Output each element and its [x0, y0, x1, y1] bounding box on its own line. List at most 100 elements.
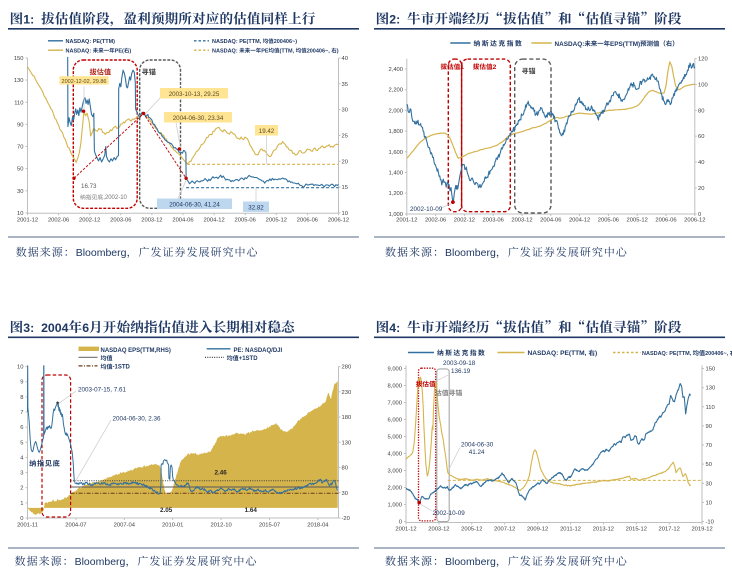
- svg-text:5,000: 5,000: [387, 435, 402, 441]
- svg-text:30: 30: [706, 481, 712, 487]
- svg-text:70: 70: [17, 145, 23, 151]
- svg-text:200406~): 200406~): [274, 39, 298, 45]
- svg-text:2,400: 2,400: [388, 67, 403, 73]
- svg-text:4: 4: [20, 455, 24, 461]
- svg-text:200406~,: 200406~,: [705, 351, 730, 357]
- svg-text:2003-10-13, 29.25: 2003-10-13, 29.25: [169, 91, 220, 98]
- svg-text:2011-12: 2011-12: [560, 527, 581, 533]
- svg-text:2001-12: 2001-12: [395, 527, 416, 533]
- svg-text:0: 0: [698, 212, 701, 218]
- svg-text:2006-06: 2006-06: [655, 218, 676, 224]
- svg-text:200406~,: 200406~,: [307, 48, 332, 54]
- svg-text:1,400: 1,400: [388, 171, 403, 177]
- svg-text:60: 60: [698, 134, 704, 140]
- svg-text:2004-06: 2004-06: [172, 218, 193, 224]
- svg-text:2015-07: 2015-07: [259, 523, 280, 529]
- svg-text:2004-06: 2004-06: [540, 218, 561, 224]
- svg-text:20: 20: [342, 159, 348, 165]
- svg-text:1,000: 1,000: [388, 212, 403, 218]
- svg-text:2004-06-30, 2.36: 2004-06-30, 2.36: [113, 416, 161, 423]
- svg-text:PE(: PE(: [115, 48, 124, 54]
- svg-text:130: 130: [14, 78, 24, 84]
- svg-text:+1STD: +1STD: [239, 356, 259, 362]
- svg-text:120: 120: [698, 57, 708, 63]
- svg-text:Bloomberg: Bloomberg: [445, 247, 496, 259]
- svg-text:10: 10: [342, 211, 348, 217]
- svg-text:4,000: 4,000: [387, 452, 402, 458]
- svg-text:1,600: 1,600: [388, 150, 403, 156]
- svg-text:110: 110: [706, 405, 715, 411]
- svg-text:6,000: 6,000: [387, 418, 402, 424]
- svg-text:136.19: 136.19: [451, 368, 471, 375]
- svg-text:7,000: 7,000: [387, 401, 402, 407]
- svg-text:NASDAQ: PE(TTM,: NASDAQ: PE(TTM,: [528, 350, 589, 357]
- svg-text:5: 5: [20, 440, 23, 446]
- svg-text:10: 10: [17, 211, 23, 217]
- svg-text:180: 180: [342, 415, 352, 421]
- svg-text:PE: NASDAQ/DJI: PE: NASDAQ/DJI: [234, 348, 283, 354]
- svg-text:150: 150: [706, 367, 716, 373]
- svg-text:2005-06: 2005-06: [235, 218, 256, 224]
- svg-text:2017-12: 2017-12: [659, 527, 680, 533]
- svg-text:35: 35: [342, 82, 348, 88]
- svg-text:2001-11: 2001-11: [17, 523, 38, 529]
- svg-text:25: 25: [342, 133, 348, 139]
- svg-text:2:: 2:: [389, 12, 407, 26]
- svg-text:4:: 4:: [389, 321, 407, 335]
- svg-text:1,200: 1,200: [388, 191, 403, 197]
- svg-text:2007-04: 2007-04: [114, 523, 136, 529]
- svg-text:2004-07: 2004-07: [65, 523, 86, 529]
- svg-text:90: 90: [17, 122, 23, 128]
- svg-text:NASDAQ:: NASDAQ:: [212, 48, 239, 54]
- svg-text:NASDAQ EPS(TTM,RHS): NASDAQ EPS(TTM,RHS): [101, 348, 171, 354]
- svg-text:40: 40: [342, 56, 348, 62]
- svg-text:30: 30: [17, 189, 23, 195]
- svg-text:1.64: 1.64: [245, 507, 258, 514]
- svg-text:Bloomberg: Bloomberg: [445, 556, 496, 568]
- svg-text:2004-06-30, 23.34: 2004-06-30, 23.34: [173, 115, 224, 122]
- svg-text:2018-04: 2018-04: [307, 523, 329, 529]
- svg-text:2.46: 2.46: [215, 469, 228, 476]
- svg-text:2003-09-18: 2003-09-18: [443, 360, 476, 367]
- svg-text:NASDAQ: PE(TTM,: NASDAQ: PE(TTM,: [642, 351, 693, 357]
- svg-text:2001-12: 2001-12: [17, 218, 38, 224]
- svg-text:2002-12: 2002-12: [454, 218, 475, 224]
- svg-text:Bloomberg: Bloomberg: [76, 247, 127, 259]
- svg-text:2006-12: 2006-12: [684, 218, 705, 224]
- svg-text:NASDAQ:: NASDAQ:: [555, 41, 585, 48]
- svg-text:Bloomberg: Bloomberg: [75, 556, 126, 568]
- svg-text:110: 110: [14, 100, 23, 106]
- svg-text:2003-12: 2003-12: [511, 218, 532, 224]
- svg-text:): ): [129, 48, 131, 54]
- svg-text:2002-06: 2002-06: [48, 218, 69, 224]
- svg-text:2: 2: [20, 486, 23, 492]
- svg-text:EPS(TTM): EPS(TTM): [610, 41, 640, 48]
- svg-text:2,000: 2,000: [387, 486, 402, 492]
- svg-text:(TTM,: (TTM,: [280, 48, 296, 54]
- svg-text:2010-01: 2010-01: [162, 523, 183, 529]
- svg-text:2.05: 2.05: [160, 507, 173, 514]
- svg-text:NASDAQ: PE(TTM): NASDAQ: PE(TTM): [66, 39, 116, 45]
- svg-text:2006-12: 2006-12: [328, 218, 349, 224]
- svg-text:280: 280: [342, 365, 352, 371]
- svg-text:2009-12: 2009-12: [527, 527, 548, 533]
- svg-text:2003-12: 2003-12: [428, 527, 449, 533]
- svg-text:2004-06-30, 41.24: 2004-06-30, 41.24: [169, 201, 220, 208]
- svg-text:): ): [337, 48, 339, 54]
- svg-text:32.82: 32.82: [248, 204, 264, 211]
- svg-text:41.24: 41.24: [469, 449, 485, 456]
- svg-text:70: 70: [706, 443, 712, 449]
- svg-text:2002-12-02, 29.86: 2002-12-02, 29.86: [62, 79, 107, 85]
- svg-text:7: 7: [20, 410, 23, 416]
- svg-text:230: 230: [342, 390, 352, 396]
- svg-text:2,000: 2,000: [388, 108, 403, 114]
- svg-text:): ): [595, 350, 597, 357]
- svg-text:NASDAQ:: NASDAQ:: [66, 48, 93, 54]
- svg-text:9: 9: [20, 380, 23, 386]
- svg-text:1,000: 1,000: [387, 503, 402, 509]
- svg-text:8,000: 8,000: [387, 384, 402, 390]
- svg-text:,2002-10: ,2002-10: [103, 195, 127, 201]
- svg-text:2,200: 2,200: [388, 88, 403, 94]
- svg-text:30: 30: [342, 491, 348, 497]
- svg-text:6: 6: [82, 321, 89, 335]
